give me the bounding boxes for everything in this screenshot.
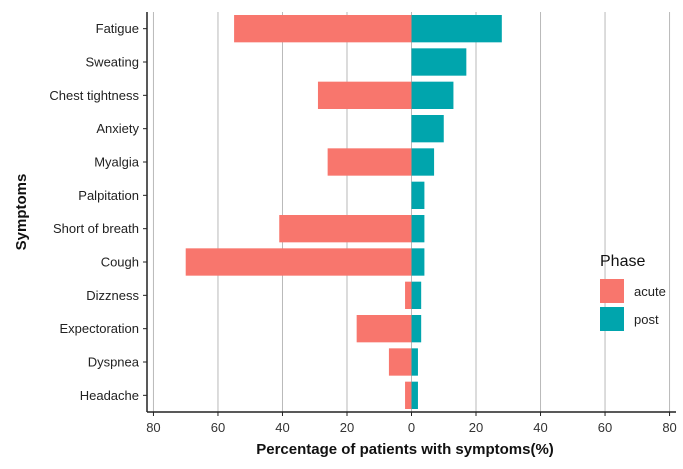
legend-swatch-acute	[600, 279, 624, 303]
legend: Phase acute post	[600, 253, 666, 331]
bar-post-7	[411, 215, 425, 243]
bar-post-11	[411, 348, 418, 376]
category-label-7: Short of breath	[53, 221, 139, 236]
category-label-5: Myalgia	[94, 155, 140, 170]
bar-post-4	[411, 115, 444, 143]
legend-title: Phase	[600, 253, 645, 270]
bar-acute-3	[317, 81, 412, 109]
bar-post-2	[411, 48, 467, 76]
bar-acute-9	[405, 281, 412, 309]
category-label-10: Expectoration	[60, 321, 140, 336]
y-axis-title: Symptoms	[13, 174, 30, 251]
category-label-12: Headache	[80, 388, 139, 403]
legend-label-acute: acute	[634, 284, 666, 299]
bar-post-6	[411, 181, 425, 209]
bar-post-9	[411, 281, 422, 309]
bar-post-8	[411, 248, 425, 276]
grid-lines	[152, 12, 671, 412]
bar-acute-5	[327, 148, 412, 176]
x-tick-label-1: 60	[211, 420, 225, 435]
category-label-2: Sweating	[86, 55, 139, 70]
category-label-4: Anxiety	[96, 121, 139, 136]
labels: Fatigue Sweating Chest tightness Anxiety Mya…	[49, 21, 676, 435]
bar-post-1	[411, 15, 502, 43]
category-label-9: Dizzness	[86, 288, 139, 303]
category-label-1: Fatigue	[96, 21, 139, 36]
x-tick-label-0: 80	[146, 420, 160, 435]
axes	[143, 12, 676, 416]
bar-acute-1	[234, 15, 412, 43]
bar-acute-7	[279, 215, 412, 243]
bar-post-10	[411, 315, 422, 343]
bar-post-5	[411, 148, 435, 176]
bar-acute-12	[405, 381, 412, 409]
legend-label-post: post	[634, 312, 659, 327]
category-label-6: Palpitation	[78, 188, 139, 203]
legend-swatch-post	[600, 307, 624, 331]
bar-acute-11	[388, 348, 412, 376]
bar-post-3	[411, 81, 454, 109]
x-tick-label-5: 20	[469, 420, 483, 435]
category-label-11: Dyspnea	[88, 355, 140, 370]
x-tick-label-4: 0	[408, 420, 415, 435]
x-axis-title: Percentage of patients with symptoms(%)	[256, 441, 554, 458]
category-label-8: Cough	[101, 255, 139, 270]
x-tick-label-3: 20	[340, 420, 354, 435]
category-label-3: Chest tightness	[49, 88, 139, 103]
bars	[185, 15, 502, 409]
bar-acute-10	[356, 315, 412, 343]
x-tick-label-2: 40	[275, 420, 289, 435]
bar-post-12	[411, 381, 418, 409]
bar-acute-8	[185, 248, 412, 276]
x-tick-label-7: 60	[598, 420, 612, 435]
x-tick-label-8: 80	[662, 420, 676, 435]
x-tick-label-6: 40	[533, 420, 547, 435]
